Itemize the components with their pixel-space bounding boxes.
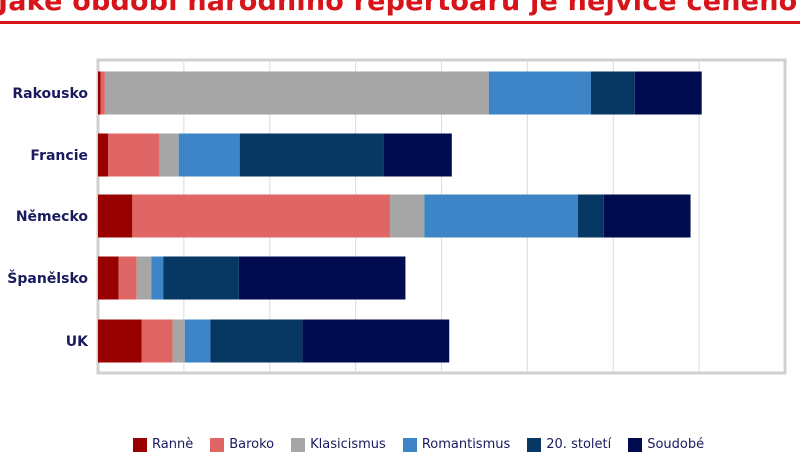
category-label: Francie bbox=[30, 148, 88, 164]
legend-swatch bbox=[210, 437, 225, 452]
category-label: UK bbox=[66, 334, 89, 350]
category-label: Španělsko bbox=[7, 269, 88, 287]
bar-segment-0 bbox=[98, 256, 119, 300]
legend-item: 20. století bbox=[527, 437, 611, 452]
legend-label: Klasicismus bbox=[310, 437, 386, 452]
bar-segment-2 bbox=[172, 319, 185, 363]
bar-segment-3 bbox=[488, 71, 591, 115]
bar-segment-5 bbox=[383, 133, 452, 177]
legend-label: Rannè bbox=[152, 437, 194, 452]
bar-segment-1 bbox=[118, 256, 137, 300]
legend-swatch bbox=[291, 437, 306, 452]
bar-segment-3 bbox=[184, 319, 211, 363]
stacked-bar-chart: Rakousko Francie Německo Španělsko UK bbox=[7, 58, 787, 375]
bar-segment-0 bbox=[98, 133, 109, 177]
bar-segment-2 bbox=[389, 194, 425, 238]
legend-label: Romantismus bbox=[421, 437, 511, 452]
bar-segment-1 bbox=[100, 71, 105, 115]
bar-segment-3 bbox=[424, 194, 579, 238]
bar-segment-0 bbox=[98, 71, 101, 115]
legend-label: Baroko bbox=[229, 437, 275, 452]
bar-segment-4 bbox=[590, 71, 635, 115]
bar-segment-4 bbox=[578, 194, 604, 238]
legend-label: 20. století bbox=[546, 437, 612, 452]
legend-swatch bbox=[133, 437, 147, 452]
bar-segment-4 bbox=[210, 319, 303, 363]
bar-segment-5 bbox=[603, 194, 691, 238]
bar-segment-4 bbox=[239, 133, 384, 177]
legend-item: Soudobé bbox=[628, 437, 704, 452]
page-title: Jaké období národního repertoáru je nejv… bbox=[0, 0, 800, 17]
legend-swatch bbox=[527, 437, 542, 452]
bar-segment-1 bbox=[108, 133, 159, 177]
legend-label: Soudobé bbox=[647, 437, 705, 452]
bar-segment-1 bbox=[141, 319, 173, 363]
legend-item: Klasicismus bbox=[291, 437, 386, 452]
bar-segment-5 bbox=[302, 319, 450, 363]
legend-item: Romantismus bbox=[402, 437, 511, 452]
bar-segment-2 bbox=[136, 256, 152, 300]
legend-swatch bbox=[628, 437, 643, 452]
bar-segment-0 bbox=[98, 194, 133, 238]
bar-segment-3 bbox=[151, 256, 164, 300]
legend: Rannè Baroko Klasicismus Romantismus 20. sto… bbox=[133, 437, 721, 452]
bar-segment-0 bbox=[98, 319, 142, 363]
bar-segment-4 bbox=[163, 256, 239, 300]
legend-item: Baroko bbox=[210, 437, 274, 452]
bar-segment-5 bbox=[238, 256, 406, 300]
bar-segment-2 bbox=[158, 133, 179, 177]
bar-segment-2 bbox=[104, 71, 489, 115]
title-divider bbox=[0, 21, 800, 24]
category-label: Německo bbox=[16, 209, 89, 225]
bar-segment-3 bbox=[178, 133, 240, 177]
bar-segment-5 bbox=[634, 71, 702, 115]
bar-segment-1 bbox=[132, 194, 390, 238]
legend-swatch bbox=[402, 437, 417, 452]
category-label: Rakousko bbox=[12, 86, 88, 102]
legend-item: Rannè bbox=[133, 437, 193, 452]
